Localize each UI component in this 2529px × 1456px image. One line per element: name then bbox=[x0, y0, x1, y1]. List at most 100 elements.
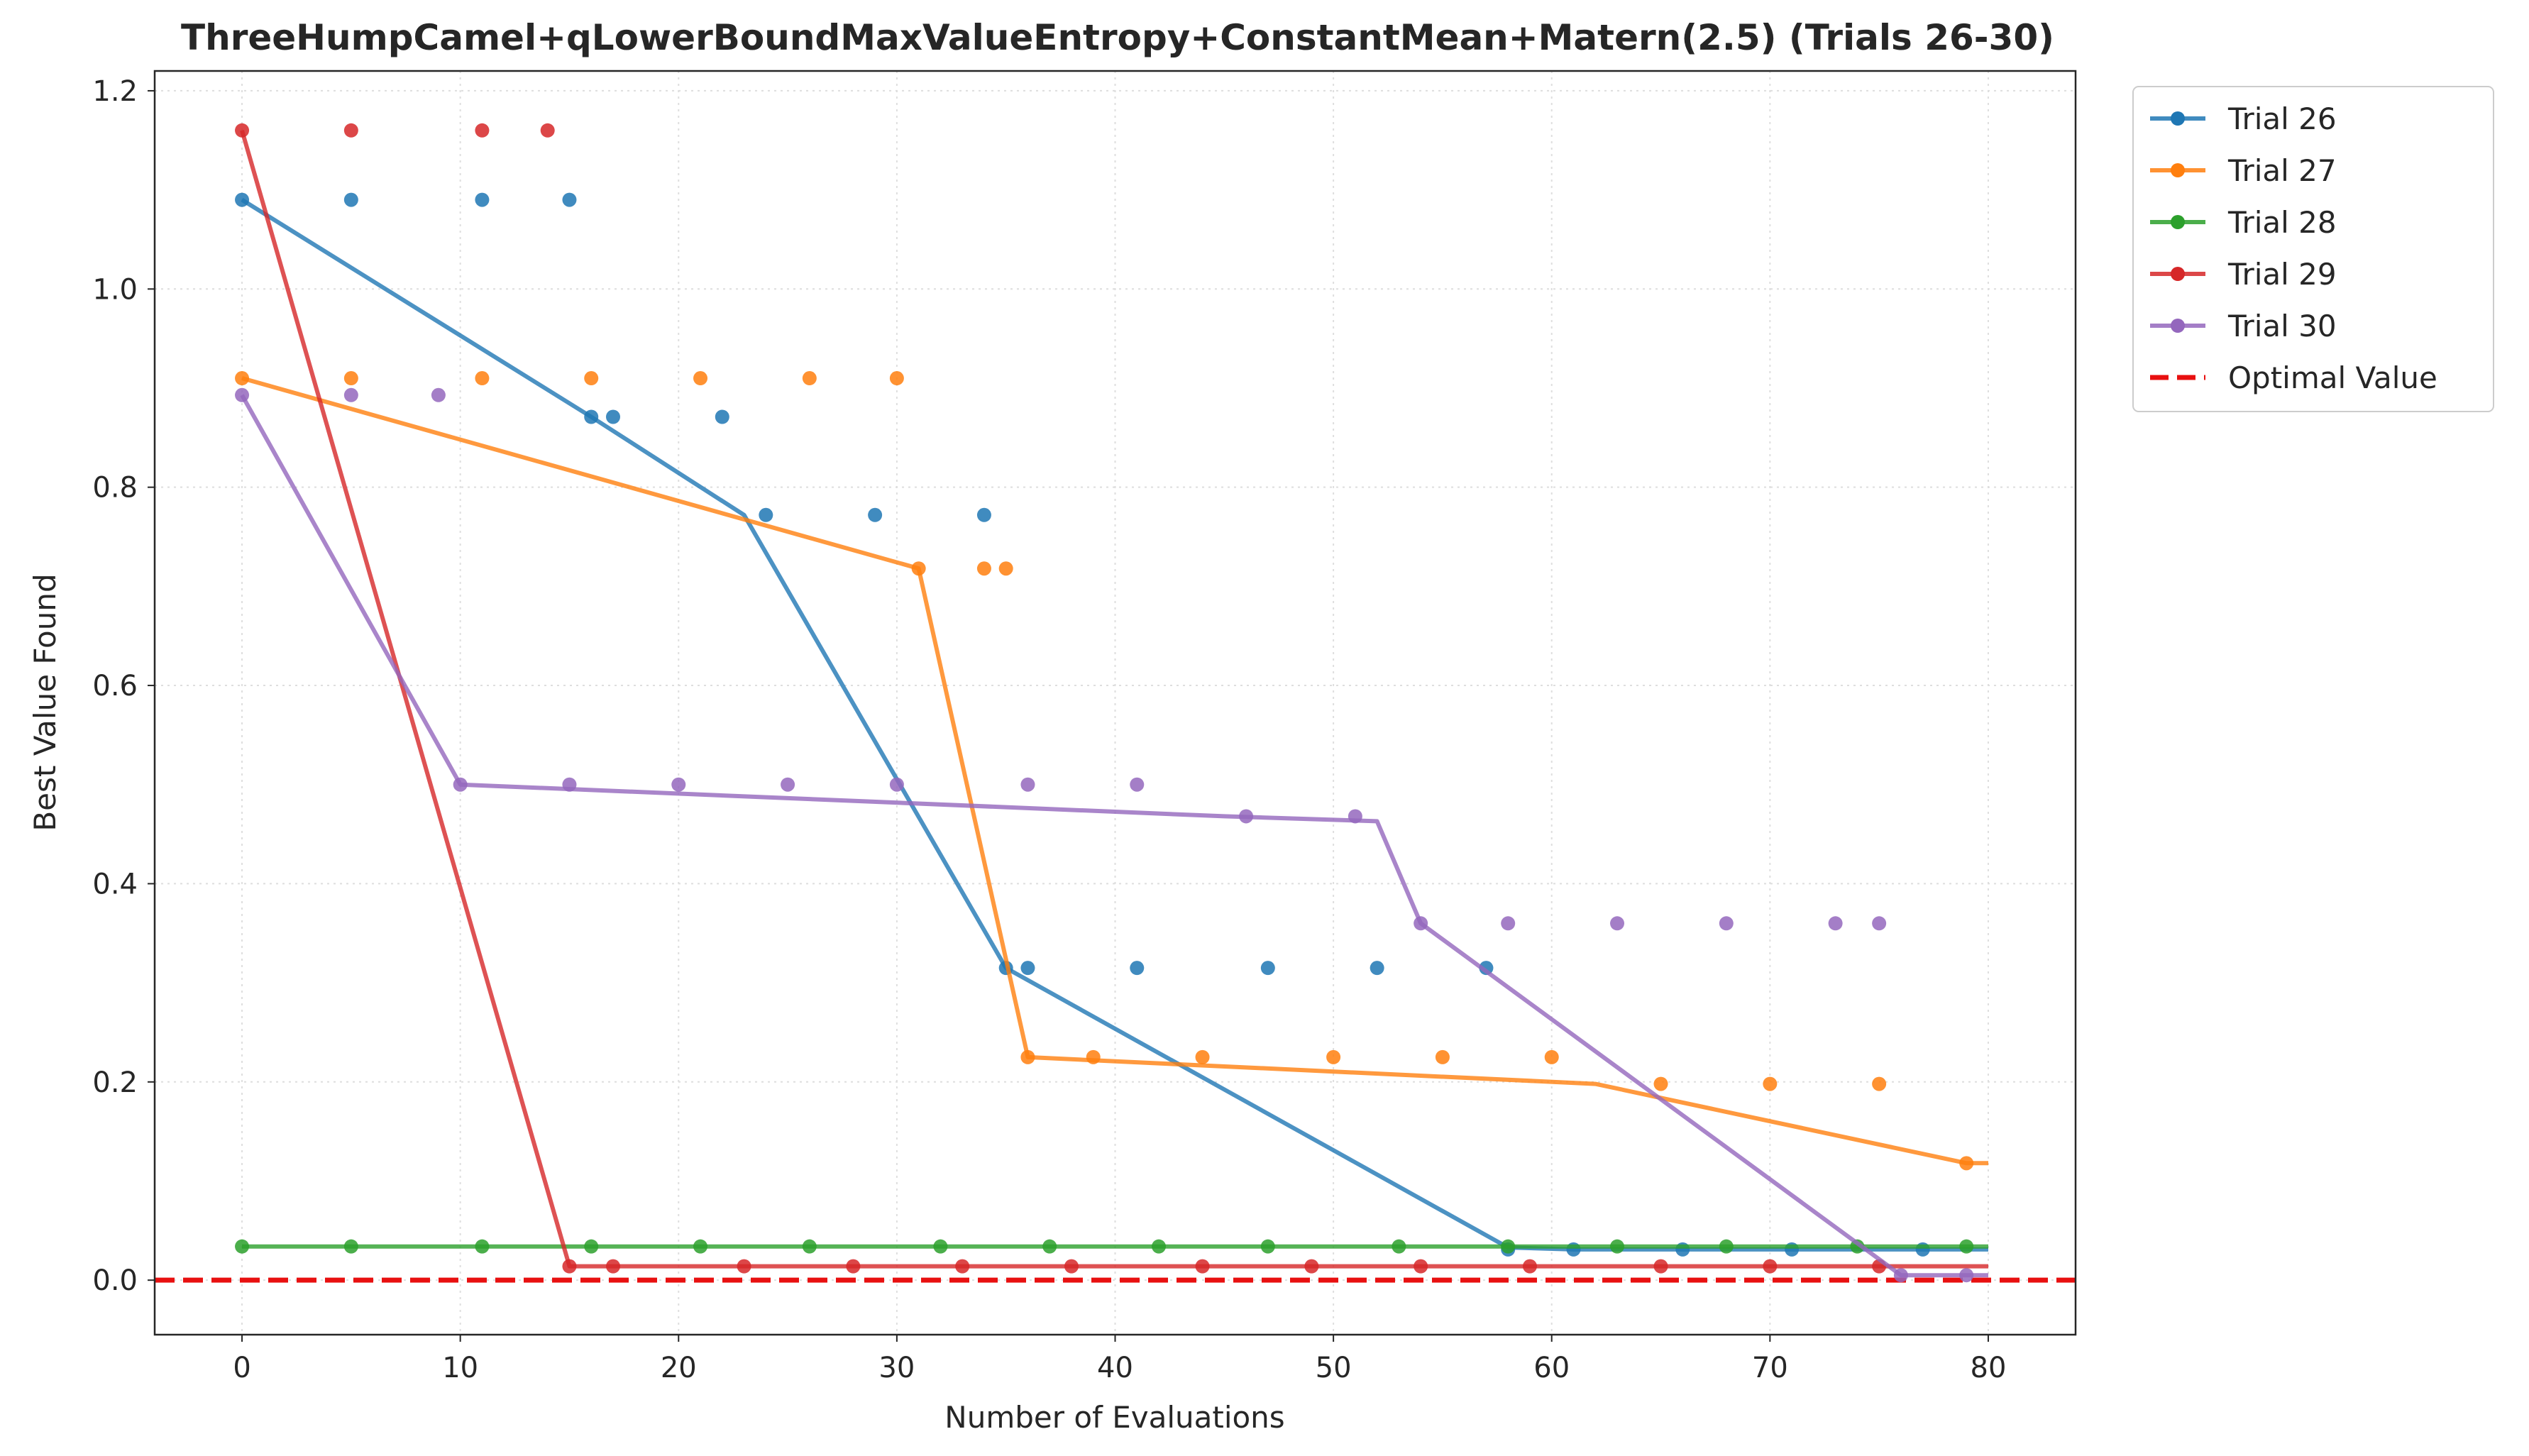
series-line bbox=[241, 198, 1988, 1252]
legend-marker bbox=[2171, 319, 2185, 333]
data-point bbox=[562, 777, 577, 792]
y-tick-label: 0.6 bbox=[92, 670, 138, 702]
data-point bbox=[1719, 1239, 1734, 1254]
y-tick-label: 0.8 bbox=[92, 472, 138, 504]
data-point bbox=[1392, 1239, 1406, 1254]
data-point bbox=[343, 371, 358, 386]
data-point bbox=[343, 1239, 358, 1254]
legend-marker bbox=[2171, 215, 2185, 229]
data-point bbox=[1239, 809, 1254, 824]
data-point bbox=[1959, 1239, 1974, 1254]
series-trial-29 bbox=[235, 123, 1988, 1274]
data-point bbox=[475, 192, 490, 207]
data-point bbox=[1260, 961, 1275, 976]
data-point bbox=[235, 1239, 250, 1254]
data-point bbox=[1610, 916, 1625, 931]
data-point bbox=[1653, 1259, 1668, 1274]
data-point bbox=[605, 1259, 620, 1274]
data-point bbox=[1872, 1076, 1887, 1091]
x-tick-label: 70 bbox=[1752, 1352, 1788, 1384]
legend-entry: Trial 29 bbox=[2150, 257, 2337, 292]
data-point bbox=[1260, 1239, 1275, 1254]
legend-label: Trial 29 bbox=[2227, 257, 2337, 292]
x-tick-label: 0 bbox=[233, 1352, 250, 1384]
legend-label: Optimal Value bbox=[2228, 360, 2437, 395]
data-point bbox=[868, 507, 883, 522]
data-point bbox=[1719, 916, 1734, 931]
data-point bbox=[1304, 1259, 1319, 1274]
data-point bbox=[715, 409, 729, 424]
data-point bbox=[737, 1259, 751, 1274]
data-point bbox=[1893, 1268, 1908, 1283]
legend-entry: Trial 26 bbox=[2150, 101, 2337, 136]
y-tick-label: 0.2 bbox=[92, 1066, 138, 1099]
data-point bbox=[802, 1239, 817, 1254]
legend-label: Trial 26 bbox=[2227, 101, 2337, 136]
data-point bbox=[1020, 1049, 1035, 1064]
data-point bbox=[475, 123, 490, 138]
legend-marker bbox=[2171, 111, 2185, 126]
data-point bbox=[343, 192, 358, 207]
x-axis-label: Number of Evaluations bbox=[944, 1400, 1284, 1435]
data-point bbox=[1370, 961, 1384, 976]
data-point bbox=[693, 371, 708, 386]
data-point bbox=[343, 123, 358, 138]
data-point bbox=[1501, 916, 1516, 931]
data-point bbox=[693, 1239, 708, 1254]
data-point bbox=[911, 561, 926, 576]
series-layer bbox=[235, 123, 1988, 1283]
data-point bbox=[998, 561, 1013, 576]
data-point bbox=[1020, 961, 1035, 976]
data-point bbox=[1152, 1239, 1167, 1254]
data-point bbox=[475, 371, 490, 386]
chart-title: ThreeHumpCamel+qLowerBoundMaxValueEntrop… bbox=[181, 17, 2054, 58]
y-tick-label: 0.0 bbox=[92, 1264, 138, 1297]
data-point bbox=[453, 777, 468, 792]
y-tick-label: 1.0 bbox=[92, 273, 138, 306]
data-point bbox=[475, 1239, 490, 1254]
legend-box bbox=[2132, 86, 2494, 412]
x-tick-label: 10 bbox=[442, 1352, 478, 1384]
data-point bbox=[759, 507, 773, 522]
data-point bbox=[562, 192, 577, 207]
data-point bbox=[976, 507, 991, 522]
x-tick-label: 20 bbox=[661, 1352, 697, 1384]
legend-label: Trial 30 bbox=[2227, 309, 2337, 343]
y-tick-label: 0.4 bbox=[92, 868, 138, 900]
y-axis-label: Best Value Found bbox=[28, 573, 62, 831]
data-point bbox=[1195, 1049, 1210, 1064]
data-point bbox=[889, 371, 904, 386]
x-tick-label: 30 bbox=[878, 1352, 915, 1384]
data-point bbox=[1414, 916, 1428, 931]
data-point bbox=[802, 371, 817, 386]
data-point bbox=[1348, 809, 1362, 824]
data-point bbox=[562, 1259, 577, 1274]
x-tick-label: 40 bbox=[1097, 1352, 1133, 1384]
legend-label: Trial 27 bbox=[2227, 153, 2337, 188]
data-point bbox=[781, 777, 795, 792]
legend: Trial 26 Trial 27 Trial 28 Trial 29 Trial 30… bbox=[2132, 86, 2494, 412]
data-point bbox=[933, 1239, 948, 1254]
series-trial-26 bbox=[235, 192, 1988, 1257]
data-point bbox=[1042, 1239, 1057, 1254]
series-trial-28 bbox=[235, 1239, 1988, 1254]
data-point bbox=[235, 371, 250, 386]
legend-marker bbox=[2171, 267, 2185, 281]
data-point bbox=[976, 561, 991, 576]
data-point bbox=[540, 123, 555, 138]
series-trial-27 bbox=[235, 371, 1988, 1171]
data-point bbox=[1763, 1076, 1778, 1091]
series-line bbox=[240, 394, 1988, 1278]
data-point bbox=[671, 777, 686, 792]
data-point bbox=[605, 409, 620, 424]
data-point bbox=[1544, 1049, 1559, 1064]
data-point bbox=[889, 777, 904, 792]
data-point bbox=[1326, 1049, 1341, 1064]
legend-label: Trial 28 bbox=[2227, 205, 2337, 240]
data-point bbox=[1872, 916, 1887, 931]
data-point bbox=[1130, 777, 1145, 792]
data-point bbox=[1064, 1259, 1079, 1274]
x-tick-label: 80 bbox=[1971, 1352, 2007, 1384]
data-point bbox=[235, 387, 250, 402]
data-point bbox=[955, 1259, 970, 1274]
